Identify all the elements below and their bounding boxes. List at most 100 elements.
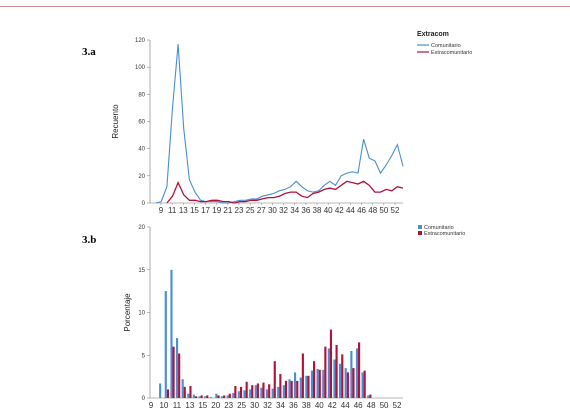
bar-comunitario [260,387,263,398]
bar-comunitario [344,368,347,398]
x-tick-label: 30 [250,401,259,410]
bar-comunitario [192,394,195,398]
bar-extracomunitario [200,395,203,398]
legend-label: Extracomunitario [431,50,472,56]
bar-comunitario [170,269,173,399]
bar-extracomunitario [234,386,237,398]
x-tick-label: 15 [190,206,199,215]
bar-comunitario [327,348,330,398]
bar-comunitario [221,396,224,398]
bar-extracomunitario [228,393,231,398]
bar-extracomunitario [245,381,248,398]
bar-comunitario [198,396,201,398]
x-tick-label: 52 [391,206,400,215]
x-tick-label: 52 [393,401,402,410]
bar-comunitario [305,375,308,398]
bar-extracomunitario [262,382,265,398]
bar-extracomunitario [189,386,192,398]
bar-extracomunitario [206,395,209,398]
y-tick-label: 20 [138,225,145,231]
x-tick-label: 48 [367,401,376,410]
x-tick-label: 42 [328,401,337,410]
y-tick-label: 120 [135,38,146,44]
bar-extracomunitario [251,385,254,398]
bar-extracomunitario [290,380,293,398]
x-tick-label: 27 [257,206,266,215]
bar-extracomunitario [284,380,288,398]
panel-label-b: 3.b [82,234,97,246]
x-tick-label: 25 [237,401,246,410]
bar-extracomunitario [273,361,276,398]
x-tick-label: 20 [211,401,220,410]
bar-extracomunitario [352,368,355,398]
bar-comunitario [204,396,207,398]
x-tick-label: 13 [179,206,188,215]
bar-comunitario [226,395,229,398]
legend-title: Extracom [417,31,449,38]
y-tick-label: 80 [138,92,145,98]
bar-extracomunitario [307,375,310,398]
bar-chart-porcentaje: 0 5 10 15 20 9 10 11 13 15 20 23 25 30 32 34 36 38 40 42 44 4… [123,225,465,410]
legend-label: Comunitario [431,43,461,49]
legend-swatch [418,231,422,235]
y-tick-label: 0 [142,396,146,402]
bar-extracomunitario [240,386,243,398]
x-tick-label: 42 [335,206,344,215]
bar-extracomunitario [329,329,333,398]
bar-comunitario [215,393,218,398]
y-tick-label: 100 [135,65,146,71]
bar-comunitario [299,377,302,398]
bar-extracomunitario [183,386,186,398]
x-tick-label: 17 [201,206,210,215]
x-tick-label: 15 [198,401,207,410]
x-tick-label: 23 [235,206,244,215]
x-tick-label: 9 [159,206,164,215]
bar-comunitario [237,391,240,398]
bar-extracomunitario [369,394,372,398]
bar-extracomunitario [279,374,282,398]
bar-extracomunitario [313,361,316,398]
bar-extracomunitario [318,369,321,398]
x-tick-label: 21 [223,206,232,215]
bar-comunitario [187,393,190,398]
y-axis-label: Porcentaje [123,293,132,332]
x-tick-label: 32 [279,206,288,215]
bar-comunitario [265,389,269,398]
bar-extracomunitario [166,389,170,398]
x-tick-label: 38 [302,401,311,410]
series-line-extracomunitario [166,180,404,204]
bar-comunitario [355,348,359,398]
y-tick-label: 40 [138,147,145,153]
x-tick-label: 34 [290,206,299,215]
x-tick-label: 11 [168,206,177,215]
y-tick-label: 15 [138,268,145,274]
line-chart-recuento: 0 20 40 60 80 100 120 9 11 13 15 17 19 21 23 25 27 30 32 34… [111,31,472,215]
bar-comunitario [232,392,235,398]
bar-comunitario [159,383,162,398]
x-tick-label: 46 [357,206,366,215]
bar-extracomunitario [268,384,271,398]
bar-extracomunitario [223,395,226,398]
x-tick-label: 48 [368,206,377,215]
bar-comunitario [209,397,212,398]
x-tick-label: 9 [149,401,154,410]
bar-comunitario [282,385,285,398]
bar-comunitario [288,379,291,398]
bar-extracomunitario [195,396,198,398]
bar-extracomunitario [256,383,259,398]
bar-comunitario [367,395,370,398]
y-tick-label: 0 [142,201,146,207]
bar-comunitario [310,370,314,398]
x-tick-label: 44 [341,401,350,410]
bar-comunitario [164,291,167,398]
bar-comunitario [361,372,364,398]
bar-extracomunitario [358,342,361,398]
bar-comunitario [333,359,336,398]
bar-comunitario [294,372,297,398]
x-tick-label: 46 [354,401,363,410]
x-tick-label: 19 [212,206,221,215]
bar-comunitario [277,386,280,398]
bar-comunitario [249,389,252,398]
x-tick-label: 32 [263,401,272,410]
